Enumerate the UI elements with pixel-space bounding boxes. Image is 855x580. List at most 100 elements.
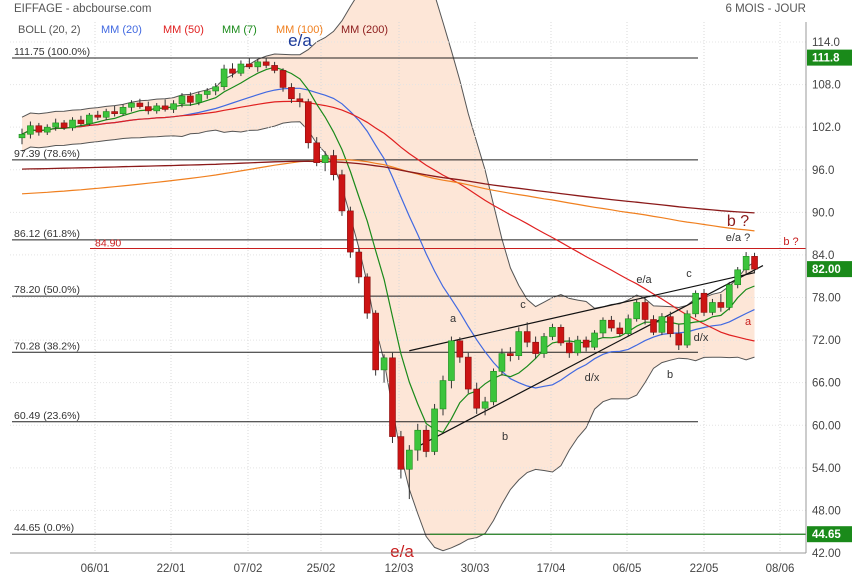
- candle-body: [464, 356, 472, 390]
- ma7-line: [21, 66, 755, 434]
- legend-item: MM (200): [341, 24, 388, 36]
- candle-body: [439, 380, 447, 410]
- x-tick-label: 25/02: [307, 563, 336, 575]
- candle-body: [700, 292, 708, 313]
- candle-body: [481, 401, 489, 409]
- candle-body: [633, 302, 640, 320]
- x-tick-label: 30/03: [461, 563, 490, 575]
- candle-body: [574, 339, 582, 354]
- candle-body: [734, 269, 742, 286]
- candle-body: [136, 102, 144, 107]
- candle-body: [406, 449, 413, 470]
- x-tick-label: 08/06: [766, 563, 795, 575]
- candle-body: [237, 63, 245, 74]
- candle-body: [355, 251, 363, 278]
- candle-body: [709, 302, 716, 313]
- candle-body: [523, 331, 531, 343]
- x-tick-label: 06/01: [81, 563, 110, 575]
- candle-body: [288, 87, 295, 100]
- last-price-badge: 82.00: [812, 264, 841, 276]
- wave-label: e/a: [288, 31, 312, 50]
- x-tick-label: 17/04: [537, 563, 566, 575]
- candle-body: [372, 312, 379, 371]
- y-tick-label: 114.0: [812, 37, 840, 49]
- candle-body: [515, 331, 523, 356]
- candle-body: [119, 106, 127, 114]
- candle-body: [599, 319, 607, 334]
- candle-body: [431, 408, 438, 452]
- candle-body: [742, 256, 750, 271]
- candlesticks: [18, 57, 758, 500]
- candle-body: [490, 371, 497, 403]
- wave-label: a: [450, 313, 457, 325]
- candle-body: [380, 357, 388, 371]
- candle-body: [170, 103, 177, 110]
- candle-body: [667, 316, 674, 334]
- legend-item: BOLL (20, 2): [18, 24, 81, 36]
- candle-body: [178, 95, 186, 105]
- indicator-legend: BOLL (20, 2) MM (20) MM (50) MM (7) MM (100)…: [18, 24, 388, 36]
- candle-body: [94, 114, 102, 118]
- ma200-line: [21, 160, 755, 214]
- y-tick-label: 90.0: [812, 207, 834, 219]
- candle-body: [507, 353, 514, 356]
- candle-body: [422, 429, 430, 452]
- wave-label: c: [520, 299, 526, 311]
- legend-item: MM (100): [276, 24, 323, 36]
- candle-body: [448, 340, 455, 381]
- ma50-line: [21, 100, 755, 342]
- candle-body: [212, 86, 219, 92]
- x-tick-label: 22/01: [157, 563, 186, 575]
- y-tick-label: 108.0: [812, 80, 841, 92]
- last-price-badge-bg: [807, 261, 852, 278]
- x-tick-label: 12/03: [385, 563, 414, 575]
- candle-body: [102, 111, 110, 118]
- x-tick-label: 07/02: [234, 563, 263, 575]
- candle-body: [203, 90, 211, 95]
- fib-label: 60.49 (23.6%): [14, 410, 80, 422]
- candle-body: [304, 101, 312, 144]
- wave-label: b: [667, 369, 673, 381]
- candle-body: [456, 340, 464, 358]
- fibonacci-levels: 111.75 (100.0%) 97.39 (78.6%) 86.12 (61.8%…: [12, 46, 806, 535]
- candle-body: [397, 436, 405, 470]
- resistance-label: 84.90: [95, 238, 121, 250]
- legend-item: MM (20): [101, 24, 142, 36]
- bollinger-lower: [21, 121, 755, 552]
- candle-body: [675, 333, 683, 346]
- y-tick-label: 96.0: [812, 165, 834, 177]
- candle-body: [153, 105, 161, 112]
- chart-header: EIFFAGE - abcbourse.com 6 MOIS - JOUR: [14, 3, 806, 15]
- candle-body: [608, 319, 615, 329]
- y-tick-label: 48.00: [812, 505, 841, 517]
- candle-body: [338, 174, 346, 212]
- chart-period: 6 MOIS - JOUR: [725, 3, 806, 15]
- candle-body: [692, 292, 699, 315]
- wave-label: b: [502, 431, 508, 443]
- y-tick-label: 42.00: [812, 548, 841, 560]
- candle-body: [330, 155, 337, 176]
- candle-body: [246, 63, 253, 68]
- candle-body: [414, 429, 422, 451]
- y-tick-label: 72.00: [812, 335, 841, 347]
- bollinger-fill: [22, 0, 755, 551]
- high-price-badge: 111.8: [812, 53, 840, 65]
- moving-averages: [21, 66, 755, 434]
- bollinger-band: [21, 0, 755, 552]
- candle-body: [69, 119, 76, 129]
- wave-label: b ?: [727, 213, 749, 230]
- wave-label: e/a: [636, 274, 652, 286]
- candle-body: [313, 142, 321, 163]
- candle-body: [641, 302, 649, 320]
- fib-label: 44.65 (0.0%): [14, 522, 74, 534]
- bollinger-upper: [21, 0, 755, 309]
- y-tick-label: 54.00: [812, 463, 841, 475]
- candle-body: [111, 111, 118, 114]
- low-price-badge-bg: [807, 526, 852, 543]
- candle-body: [540, 336, 548, 354]
- candle-body: [565, 342, 573, 354]
- y-tick-label: 78.00: [812, 293, 841, 305]
- fib-label: 86.12 (61.8%): [14, 228, 80, 240]
- candle-body: [187, 95, 194, 103]
- candle-body: [751, 256, 758, 270]
